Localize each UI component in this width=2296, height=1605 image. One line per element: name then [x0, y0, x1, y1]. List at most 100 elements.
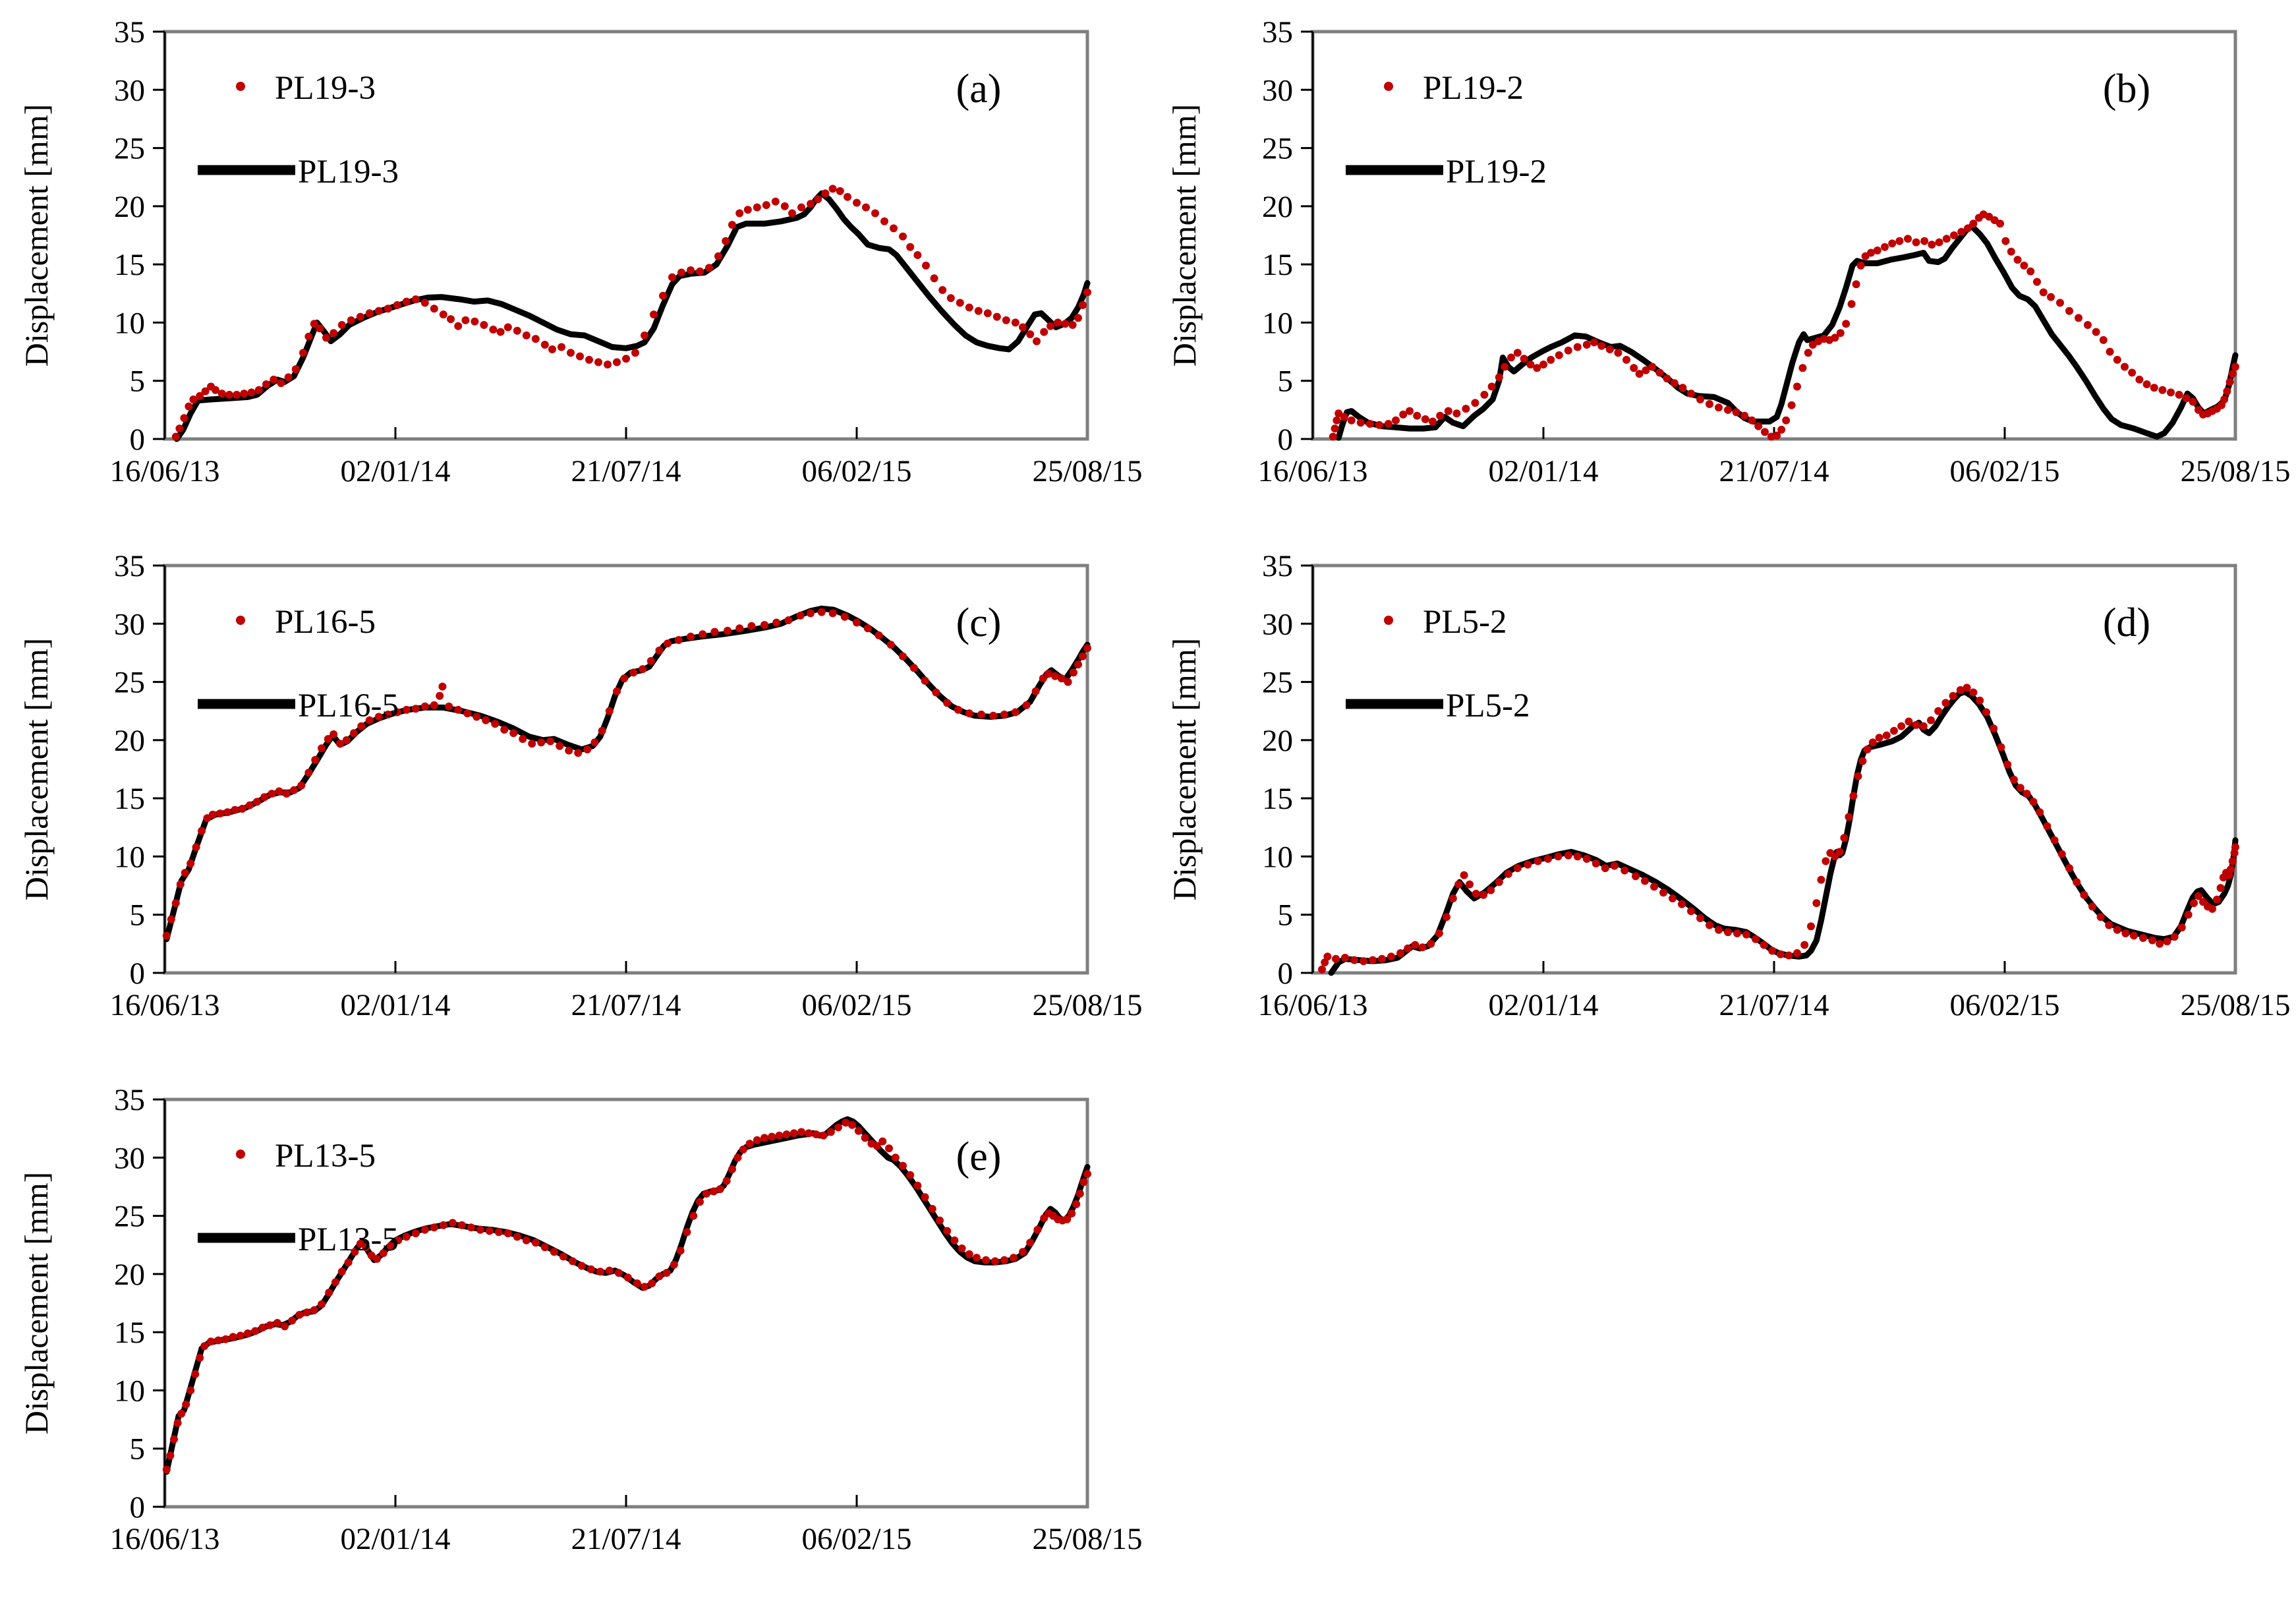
y-tick-label: 30 — [114, 73, 145, 107]
measured-point — [1501, 363, 1509, 371]
y-tick-label: 15 — [114, 782, 145, 816]
y-axis-title: Displacement [mm] — [18, 1172, 55, 1435]
measured-point — [2096, 913, 2105, 921]
measured-point — [1083, 644, 1091, 653]
measured-point — [1520, 355, 1528, 363]
measured-point — [2150, 384, 2158, 392]
measured-point — [1011, 708, 1019, 716]
measured-point — [1573, 343, 1582, 351]
measured-point — [447, 315, 455, 324]
measured-point — [1436, 411, 1445, 420]
measured-point — [1472, 889, 1480, 898]
measured-point — [639, 665, 647, 674]
measured-point — [1696, 914, 1704, 922]
measured-point — [2057, 850, 2066, 858]
y-tick-label: 30 — [1262, 73, 1293, 107]
measured-point — [1670, 379, 1679, 388]
y-tick-label: 20 — [114, 1258, 145, 1292]
measured-point — [430, 1223, 438, 1232]
y-tick-label: 0 — [1278, 423, 1294, 457]
y-tick-label: 15 — [114, 248, 145, 282]
measured-point — [2047, 293, 2055, 301]
measured-point — [1919, 722, 1928, 730]
measured-point — [1858, 757, 1867, 765]
chart-panel-d: 0 5 10 15 20 25 30 35 16/06/13 02/01/14 21/07/14 06… — [1148, 534, 2296, 1068]
measured-point — [1642, 366, 1650, 374]
measured-point — [167, 915, 175, 923]
measured-point — [411, 1229, 420, 1238]
measured-point — [318, 1300, 326, 1308]
measured-point — [1031, 687, 1040, 695]
y-tick-label: 0 — [130, 423, 146, 457]
measured-point — [735, 209, 744, 218]
chart-svg: 0 5 10 15 20 25 30 35 16/06/13 02/01/14 21/07/14 06… — [1166, 549, 2291, 1022]
measured-point — [1785, 951, 1793, 960]
y-tick-label: 25 — [1262, 132, 1293, 166]
measured-point — [1852, 280, 1860, 289]
measured-point — [842, 1119, 850, 1127]
measured-point — [266, 1321, 274, 1329]
measured-point — [2080, 890, 2088, 899]
measured-point — [885, 1144, 893, 1153]
measured-point — [185, 402, 193, 411]
x-tick-label: 21/07/14 — [1719, 988, 1829, 1022]
measured-point — [207, 1337, 215, 1346]
measured-point — [604, 361, 612, 368]
measured-point — [1890, 726, 1898, 735]
measured-point — [880, 217, 888, 225]
measured-point — [373, 1254, 381, 1263]
measured-point — [1621, 866, 1629, 875]
measured-point — [337, 1268, 346, 1276]
measured-point — [1033, 337, 1041, 345]
measured-point — [1427, 939, 1435, 948]
measured-point — [2036, 808, 2044, 817]
measured-point — [2148, 936, 2156, 945]
measured-point — [1768, 947, 1777, 955]
y-tick-label: 10 — [1262, 306, 1293, 340]
measured-point — [225, 390, 233, 399]
measured-point — [633, 1279, 641, 1287]
measured-point — [677, 268, 685, 277]
y-tick-label: 20 — [1262, 724, 1293, 758]
measured-point — [943, 1227, 952, 1235]
measured-point — [1350, 956, 1358, 964]
measured-point — [1696, 395, 1704, 403]
measured-point — [1605, 345, 1614, 353]
legend-line-label: PL16-5 — [298, 687, 399, 724]
measured-point — [973, 1254, 981, 1262]
measured-point — [374, 713, 383, 721]
x-tick-label: 21/07/14 — [571, 988, 681, 1022]
measured-point — [1026, 1239, 1035, 1247]
measured-point — [531, 1239, 540, 1247]
measured-point — [1019, 1248, 1027, 1256]
measured-point — [594, 358, 602, 366]
measured-point — [1582, 341, 1591, 349]
measured-point — [2016, 784, 2024, 792]
measured-point — [1360, 957, 1367, 966]
measured-point — [513, 1233, 521, 1241]
measured-point — [196, 392, 204, 400]
measured-point — [1495, 373, 1503, 382]
measured-point — [2156, 939, 2164, 948]
measured-point — [251, 1327, 260, 1335]
measured-point — [1976, 696, 1984, 705]
measured-point — [182, 1400, 190, 1409]
measured-point — [1760, 941, 1768, 949]
measured-point — [1365, 420, 1374, 428]
measured-point — [402, 1233, 411, 1241]
measured-point — [772, 618, 781, 627]
measured-point — [171, 899, 180, 908]
measured-point — [1057, 674, 1066, 683]
measured-point — [1413, 411, 1421, 420]
measured-point — [2223, 387, 2231, 395]
measured-point — [411, 295, 420, 304]
measured-point — [2010, 775, 2018, 784]
measured-point — [1019, 323, 1027, 332]
measured-point — [231, 805, 239, 814]
measured-point — [2023, 790, 2031, 798]
measured-point — [991, 1257, 999, 1266]
measured-point — [1074, 314, 1082, 322]
measured-point — [2225, 378, 2234, 386]
y-axis-title: Displacement [mm] — [18, 104, 55, 367]
